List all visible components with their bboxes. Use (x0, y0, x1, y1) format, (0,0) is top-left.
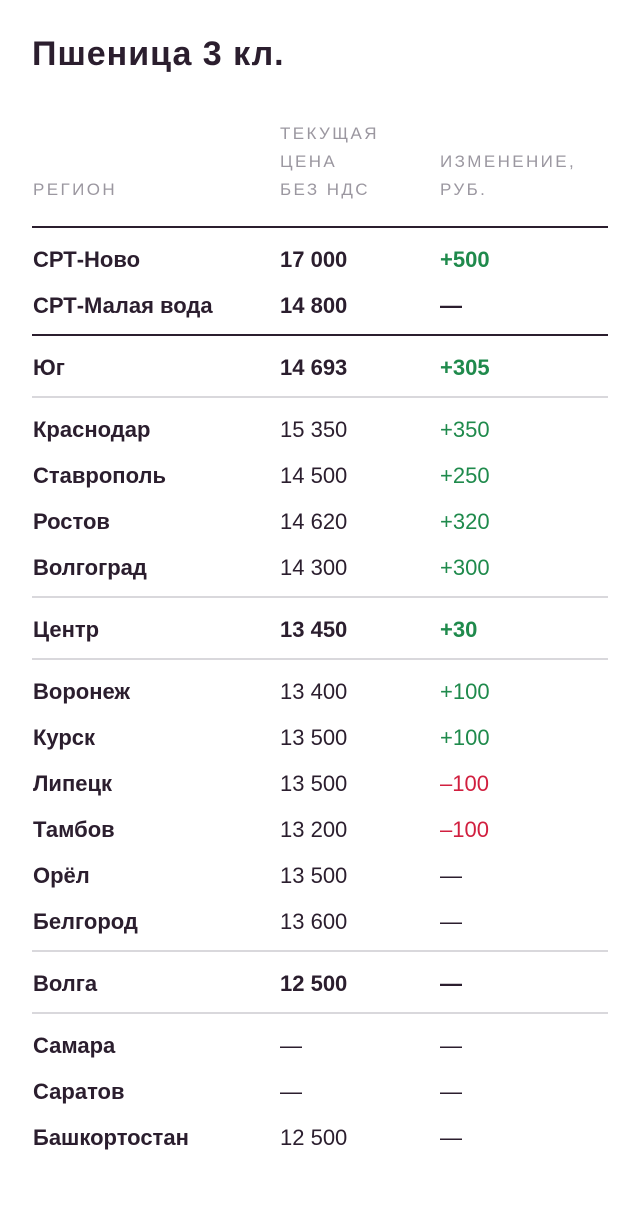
change-cell: +320 (440, 509, 490, 534)
header-divider (32, 226, 608, 228)
table-row: Воронеж 13 400 +100 (0, 669, 640, 715)
region-cell: Саратов (33, 1079, 125, 1104)
price-cell: 13 200 (280, 817, 348, 842)
table-row: Саратов — — (0, 1069, 640, 1115)
column-header-price-line: ЦЕНА (280, 152, 338, 171)
column-header-region: РЕГИОН (33, 180, 118, 199)
price-cell: 13 400 (280, 679, 348, 704)
region-cell: Башкортостан (33, 1125, 189, 1150)
table-row: Волгоград 14 300 +300 (0, 545, 640, 591)
group-divider (32, 596, 608, 598)
price-cell: 13 500 (280, 725, 348, 750)
price-cell: 17 000 (280, 247, 348, 272)
price-cell: 12 500 (280, 1125, 348, 1150)
change-cell: +500 (440, 247, 490, 272)
region-cell: СРТ-Ново (33, 247, 141, 272)
region-cell: Волга (33, 971, 98, 996)
region-cell: Тамбов (33, 817, 115, 842)
price-cell: 12 500 (280, 971, 348, 996)
table-row: СРТ-Малая вода 14 800 — (0, 283, 640, 329)
price-cell: — (280, 1079, 302, 1104)
change-cell: — (440, 293, 462, 318)
table-row: Юг 14 693 +305 (0, 345, 640, 391)
region-cell: Белгород (33, 909, 138, 934)
region-cell: Волгоград (33, 555, 147, 580)
change-cell: +30 (440, 617, 478, 642)
table-row: Ставрополь 14 500 +250 (0, 453, 640, 499)
change-cell: +250 (440, 463, 490, 488)
table-row: Самара — — (0, 1023, 640, 1069)
price-cell: 14 693 (280, 355, 348, 380)
table-row: Ростов 14 620 +320 (0, 499, 640, 545)
price-cell: 15 350 (280, 417, 348, 442)
group-divider (32, 396, 608, 398)
change-cell: — (440, 1125, 462, 1150)
price-cell: 14 300 (280, 555, 348, 580)
change-cell: +350 (440, 417, 490, 442)
group-divider (32, 334, 608, 336)
region-cell: Воронеж (33, 679, 131, 704)
price-cell: 13 500 (280, 771, 348, 796)
change-cell: — (440, 971, 462, 996)
region-cell: Липецк (33, 771, 113, 796)
price-cell: 13 500 (280, 863, 348, 888)
change-cell: — (440, 1033, 462, 1058)
region-cell: Ростов (33, 509, 110, 534)
change-cell: +300 (440, 555, 490, 580)
change-cell: — (440, 863, 462, 888)
price-cell: 14 500 (280, 463, 348, 488)
price-cell: 14 620 (280, 509, 348, 534)
table-row: Центр 13 450 +30 (0, 607, 640, 653)
price-cell: 14 800 (280, 293, 348, 318)
column-header-change-line: ИЗМЕНЕНИЕ, (440, 152, 577, 171)
change-cell: –100 (440, 817, 489, 842)
price-cell: 13 600 (280, 909, 348, 934)
table-row: Краснодар 15 350 +350 (0, 407, 640, 453)
table-row: Курск 13 500 +100 (0, 715, 640, 761)
group-divider (32, 1012, 608, 1014)
region-cell: Самара (33, 1033, 116, 1058)
column-header-change: ИЗМЕНЕНИЕ, РУБ. (440, 148, 576, 204)
region-cell: Ставрополь (33, 463, 166, 488)
table-row: Волга 12 500 — (0, 961, 640, 1007)
group-divider (32, 658, 608, 660)
price-cell: — (280, 1033, 302, 1058)
price-cell: 13 450 (280, 617, 348, 642)
column-header-change-line: РУБ. (440, 180, 488, 199)
change-cell: — (440, 909, 462, 934)
region-cell: Центр (33, 617, 100, 642)
table-row: Башкортостан 12 500 — (0, 1115, 640, 1161)
region-cell: Краснодар (33, 417, 151, 442)
change-cell: +100 (440, 679, 490, 704)
column-header-price-line: ТЕКУЩАЯ (280, 124, 379, 143)
change-cell: +305 (440, 355, 490, 380)
table-row: Тамбов 13 200 –100 (0, 807, 640, 853)
table-row: СРТ-Ново 17 000 +500 (0, 237, 640, 283)
region-cell: СРТ-Малая вода (33, 293, 213, 318)
table-row: Орёл 13 500 — (0, 853, 640, 899)
group-divider (32, 950, 608, 952)
region-cell: Курск (33, 725, 96, 750)
page-title: Пшеница 3 кл. (32, 35, 285, 73)
change-cell: –100 (440, 771, 489, 796)
change-cell: — (440, 1079, 462, 1104)
region-cell: Орёл (33, 863, 90, 888)
region-cell: Юг (33, 355, 65, 380)
change-cell: +100 (440, 725, 490, 750)
column-header-price: ТЕКУЩАЯ ЦЕНА БЕЗ НДС (280, 120, 379, 204)
table-row: Белгород 13 600 — (0, 899, 640, 945)
table-row: Липецк 13 500 –100 (0, 761, 640, 807)
column-header-price-line: БЕЗ НДС (280, 180, 370, 199)
